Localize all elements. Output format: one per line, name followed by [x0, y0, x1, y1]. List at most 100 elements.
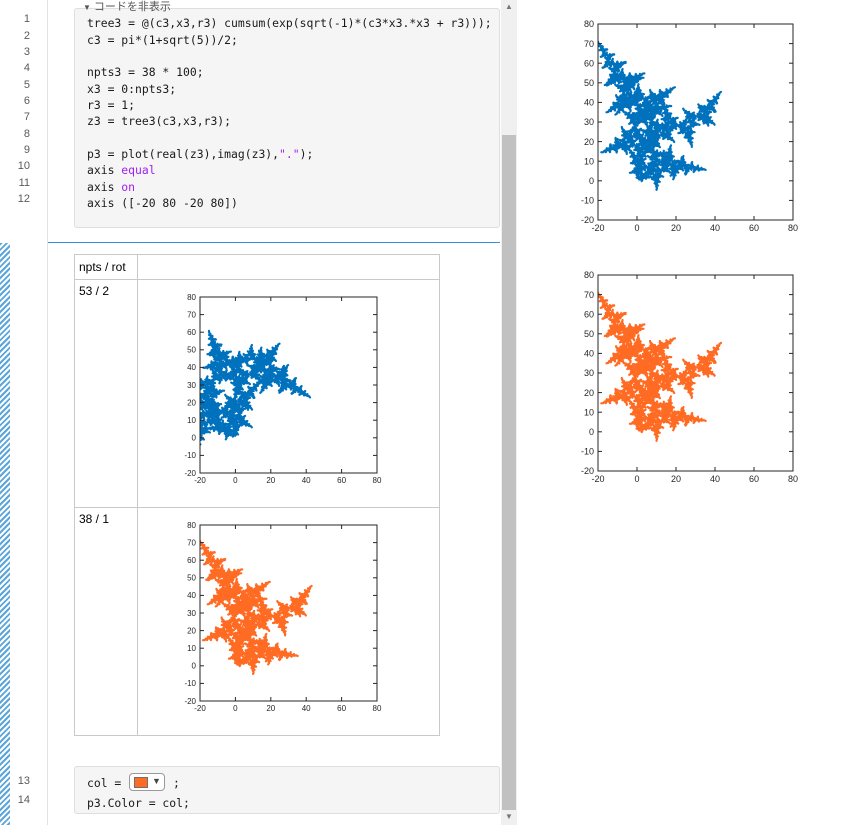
section-separator: [48, 242, 500, 243]
code-line: ;: [173, 776, 180, 790]
y-tick-label: -10: [581, 447, 594, 457]
x-tick-label: 20: [266, 704, 275, 713]
y-tick-label: 60: [187, 328, 196, 337]
y-tick-label: 40: [187, 363, 196, 372]
y-tick-label: 30: [187, 381, 196, 390]
y-tick-label: 10: [187, 644, 196, 653]
y-tick-label: 20: [187, 398, 196, 407]
color-swatch: [134, 777, 148, 788]
line-number: 12: [17, 193, 30, 205]
code-line: p3 = plot(real(z3),imag(z3),".");: [87, 147, 313, 161]
scroll-up-arrow-icon[interactable]: ▲: [505, 2, 513, 11]
code-line: axis equal: [87, 163, 156, 177]
caret-down-icon: ▼: [83, 3, 91, 12]
line-number: 3: [23, 46, 30, 58]
x-tick-label: 40: [710, 223, 720, 233]
code-text: npts3 = 38 * 100;: [87, 65, 204, 79]
code-text: z3 = tree3(c3,x3,r3);: [87, 114, 232, 128]
code-line: p3.Color = col;: [87, 796, 190, 810]
y-tick-label: -10: [184, 451, 196, 460]
fractal-series: [598, 291, 723, 442]
y-tick-label: 10: [187, 416, 196, 425]
y-tick-label: 0: [192, 434, 197, 443]
code-line: x3 = 0:npts3;: [87, 82, 176, 96]
code-text: ;: [173, 776, 180, 790]
x-tick-label: 0: [634, 474, 639, 484]
x-tick-label: -20: [591, 474, 604, 484]
x-tick-label: 0: [634, 223, 639, 233]
fractal-series: [598, 40, 723, 191]
code-text: axis ([-20 80 -20 80]): [87, 196, 238, 210]
y-tick-label: 60: [584, 58, 594, 68]
y-tick-label: 50: [584, 78, 594, 88]
code-block[interactable]: tree3 = @(c3,x3,r3) cumsum(exp(sqrt(-1)*…: [74, 8, 500, 228]
y-tick-label: 20: [584, 388, 594, 398]
code-text: c3 = pi*(1+sqrt(5))/2;: [87, 33, 238, 47]
x-tick-label: 80: [373, 704, 382, 713]
table-divider: [75, 507, 439, 508]
code-line: col =: [87, 776, 128, 790]
y-tick-label: 80: [584, 270, 594, 280]
y-tick-label: 80: [584, 19, 594, 29]
scrollbar-thumb[interactable]: [502, 135, 516, 810]
y-tick-label: -20: [184, 697, 196, 706]
line-number: 1: [23, 13, 30, 25]
x-tick-label: 0: [233, 476, 238, 485]
code-text: r3 = 1;: [87, 98, 136, 112]
code-text: col =: [87, 776, 129, 790]
line-number: 5: [23, 79, 30, 91]
hide-code-toggle[interactable]: ▼ コードを非表示: [83, 0, 171, 14]
table-header: npts / rot: [79, 260, 126, 274]
code-line: npts3 = 38 * 100;: [87, 65, 204, 79]
y-tick-label: 50: [187, 574, 196, 583]
code-text: tree3 = @(c3,x3,r3) cumsum(exp(sqrt(-1)*…: [87, 16, 492, 30]
x-tick-label: 20: [266, 476, 275, 485]
y-tick-label: 20: [584, 137, 594, 147]
y-tick-label: 20: [187, 626, 196, 635]
line-number: 10: [17, 160, 30, 172]
y-tick-label: 0: [589, 427, 594, 437]
y-tick-label: 80: [187, 521, 196, 530]
y-tick-label: 50: [187, 346, 196, 355]
code-text: x3 = 0:npts3;: [87, 82, 177, 96]
y-tick-label: -10: [184, 679, 196, 688]
y-tick-label: 80: [187, 293, 196, 302]
x-tick-label: 80: [788, 474, 798, 484]
y-tick-label: 40: [187, 591, 196, 600]
x-tick-label: 60: [749, 223, 759, 233]
line-number: 9: [23, 144, 30, 156]
code-text: p3.Color = col;: [87, 796, 190, 810]
scroll-down-arrow-icon[interactable]: ▼: [505, 812, 513, 821]
line-number: 13: [17, 775, 30, 787]
x-tick-label: 40: [302, 704, 311, 713]
y-tick-label: -20: [184, 469, 196, 478]
fractal-series: [200, 329, 312, 446]
line-number: 4: [23, 62, 30, 74]
code-text: p3 = plot(real(z3),imag(z3),: [87, 147, 280, 161]
x-tick-label: 20: [671, 223, 681, 233]
x-tick-label: -20: [591, 223, 604, 233]
code-line: c3 = pi*(1+sqrt(5))/2;: [87, 33, 238, 47]
code-line: z3 = tree3(c3,x3,r3);: [87, 114, 231, 128]
code-line: r3 = 1;: [87, 98, 135, 112]
x-tick-label: 20: [671, 474, 681, 484]
x-tick-label: -20: [194, 476, 206, 485]
y-tick-label: 70: [187, 310, 196, 319]
x-tick-label: 60: [337, 476, 346, 485]
y-tick-label: 10: [584, 407, 594, 417]
fractal-plot-figure-1: -20 0 20 40 60 80 -20 -10 0 10 20 30 40 50 60 70 80: [581, 19, 798, 233]
x-tick-label: 60: [749, 474, 759, 484]
line-number: 14: [17, 794, 30, 806]
line-number: 2: [23, 30, 30, 42]
table-row-label: 53 / 2: [79, 284, 110, 298]
y-tick-label: 40: [584, 349, 594, 359]
x-tick-label: 80: [788, 223, 798, 233]
code-keyword: ".": [279, 147, 300, 161]
y-tick-label: 70: [187, 538, 196, 547]
y-tick-label: -20: [581, 215, 594, 225]
color-picker-control[interactable]: ▼: [129, 773, 165, 791]
y-tick-label: 50: [584, 329, 594, 339]
y-tick-label: 40: [584, 98, 594, 108]
code-keyword: equal: [121, 163, 156, 177]
x-tick-label: 0: [233, 704, 238, 713]
